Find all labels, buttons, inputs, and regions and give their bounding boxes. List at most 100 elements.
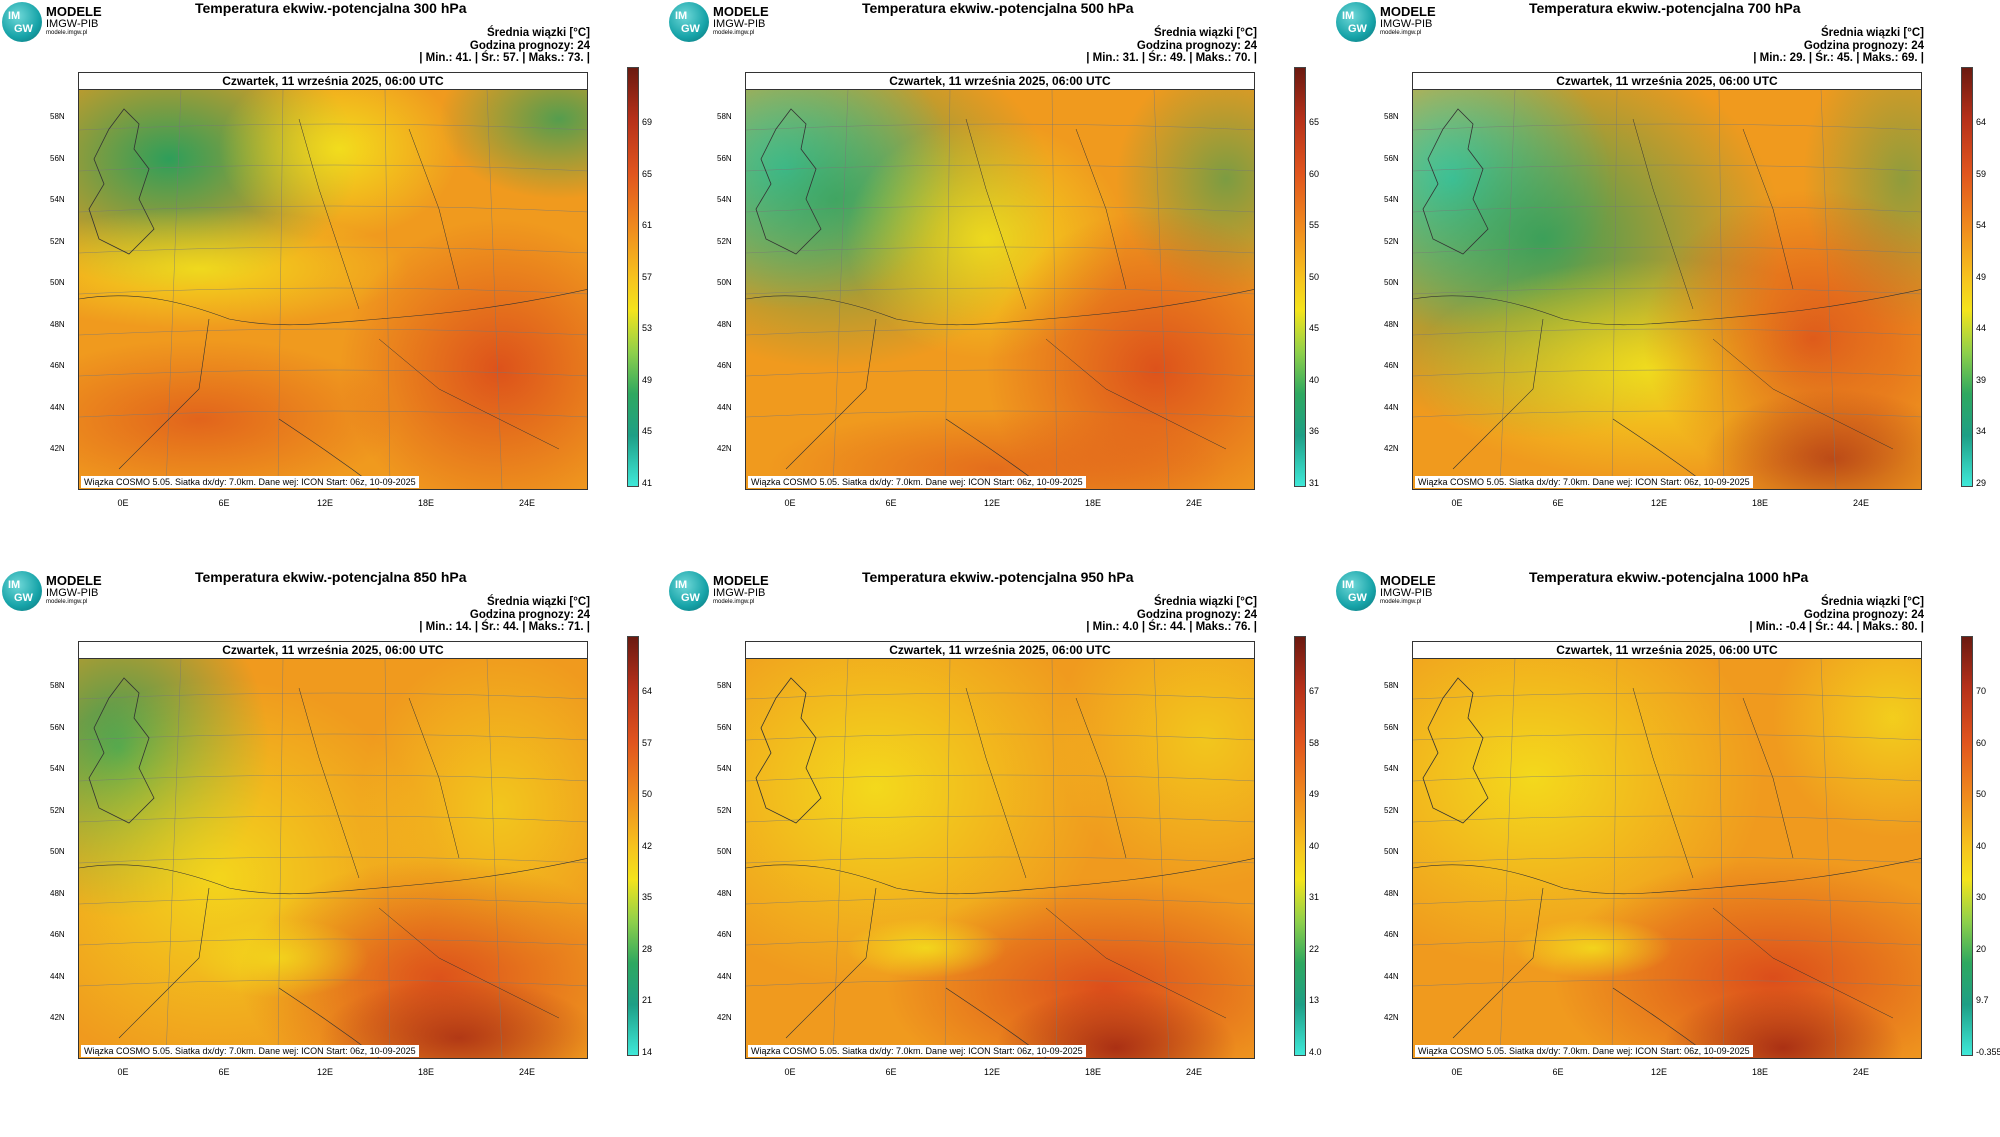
colorbar-tick-label: 65 bbox=[642, 168, 653, 179]
lat-label: 50N bbox=[1384, 278, 1399, 287]
lat-label: 42N bbox=[50, 444, 65, 453]
lon-label: 18E bbox=[1084, 1067, 1101, 1077]
lon-label: 12E bbox=[1650, 498, 1667, 508]
lon-label: 12E bbox=[1650, 1067, 1667, 1077]
lat-label: 58N bbox=[717, 112, 732, 121]
valid-date: Czwartek, 11 września 2025, 06:00 UTC bbox=[1413, 642, 1921, 659]
imgw-logo: IM GW MODELE IMGW-PIB modele.imgw.pl bbox=[2, 571, 112, 611]
lat-label: 44N bbox=[1384, 402, 1399, 412]
map-area: Czwartek, 11 września 2025, 06:00 UTC Wi… bbox=[78, 641, 588, 1059]
lat-label: 54N bbox=[50, 195, 65, 204]
colorbar-tick-label: 61 bbox=[642, 220, 653, 230]
colorbar-tick-label: 40 bbox=[1976, 840, 1987, 851]
model-footer: Wiązka COSMO 5.05. Siatka dx/dy: 7.0km. … bbox=[81, 1045, 419, 1057]
colorbar-tick-label: 22 bbox=[1309, 943, 1320, 954]
colorbar-tick-label: 53 bbox=[642, 323, 653, 333]
stats-line: | Min.: 4.0 | Śr.: 44. | Maks.: 76. | bbox=[1086, 621, 1257, 633]
imgw-logo: IM GW MODELE IMGW-PIB modele.imgw.pl bbox=[1336, 571, 1446, 611]
logo-line2: IMGW-PIB bbox=[1380, 18, 1433, 30]
lon-label: 24E bbox=[1185, 1067, 1202, 1077]
lat-label: 46N bbox=[717, 361, 732, 370]
imgw-logo: IM GW MODELE IMGW-PIB modele.imgw.pl bbox=[669, 571, 779, 611]
lat-label: 42N bbox=[50, 1013, 65, 1022]
panel-title: Temperatura ekwiw.-potencjalna 300 hPa bbox=[195, 0, 467, 16]
colorbar-tick-label: 4.0 bbox=[1309, 1046, 1322, 1057]
forecast-panel: IM GW MODELE IMGW-PIB modele.imgw.pl Temp… bbox=[1334, 0, 2000, 568]
stats-line: | Min.: 14. | Śr.: 44. | Maks.: 71. | bbox=[419, 621, 590, 633]
lat-label: 50N bbox=[717, 278, 732, 287]
model-footer: Wiązka COSMO 5.05. Siatka dx/dy: 7.0km. … bbox=[1415, 1045, 1753, 1057]
forecast-panel: IM GW MODELE IMGW-PIB modele.imgw.pl Temp… bbox=[667, 569, 1333, 1137]
imgw-logo-icon: IM GW bbox=[2, 571, 42, 611]
colorbar-tick-label: 60 bbox=[1976, 737, 1987, 748]
lat-label: 44N bbox=[50, 402, 65, 412]
lat-label: 48N bbox=[50, 319, 65, 329]
stats-box: Średnia wiązki [°C] Godzina prognozy: 24… bbox=[1086, 27, 1257, 65]
info-title: Średnia wiązki [°C] bbox=[1820, 27, 1924, 39]
panel-title: Temperatura ekwiw.-potencjalna 500 hPa bbox=[862, 0, 1134, 16]
colorbar bbox=[1961, 67, 1973, 487]
colorbar-tick-label: 35 bbox=[642, 892, 653, 902]
lat-label: 44N bbox=[717, 402, 732, 412]
stats-box: Średnia wiązki [°C] Godzina prognozy: 24… bbox=[1749, 596, 1924, 634]
lon-label: 24E bbox=[518, 1067, 535, 1077]
forecast-panel: IM GW MODELE IMGW-PIB modele.imgw.pl Temp… bbox=[0, 569, 666, 1137]
lat-label: 50N bbox=[1384, 847, 1399, 856]
logo-line3: modele.imgw.pl bbox=[713, 30, 755, 36]
temperature-field bbox=[746, 89, 1254, 489]
lon-label: 18E bbox=[1751, 1067, 1768, 1077]
lat-label: 58N bbox=[50, 112, 65, 121]
colorbar-tick-label: 30 bbox=[1976, 892, 1987, 902]
lon-label: 6E bbox=[218, 1067, 230, 1077]
info-title: Średnia wiązki [°C] bbox=[486, 596, 590, 608]
logo-line1: MODELE bbox=[1380, 4, 1436, 19]
lat-label: 48N bbox=[50, 888, 65, 898]
colorbar-tick-label: 36 bbox=[1309, 426, 1320, 436]
logo-line1: MODELE bbox=[1380, 573, 1436, 588]
lat-label: 46N bbox=[717, 930, 732, 939]
colorbar-tick-label: 29 bbox=[1976, 477, 1987, 488]
lat-label: 46N bbox=[1384, 930, 1399, 939]
colorbar-tick-label: 45 bbox=[1309, 323, 1320, 333]
lat-label: 44N bbox=[1384, 971, 1399, 981]
colorbar-tick-label: 69 bbox=[642, 117, 653, 127]
logo-line1: MODELE bbox=[713, 573, 769, 588]
stats-line: | Min.: 31. | Śr.: 49. | Maks.: 70. | bbox=[1086, 52, 1257, 64]
lat-label: 52N bbox=[1384, 805, 1399, 815]
imgw-logo: IM GW MODELE IMGW-PIB modele.imgw.pl bbox=[2, 2, 112, 42]
lon-label: 18E bbox=[1084, 498, 1101, 508]
stats-line: | Min.: 29. | Śr.: 45. | Maks.: 69. | bbox=[1753, 52, 1924, 64]
forecast-panel: IM GW MODELE IMGW-PIB modele.imgw.pl Temp… bbox=[667, 0, 1333, 568]
lon-label: 12E bbox=[316, 498, 333, 508]
stats-line: | Min.: -0.4 | Śr.: 44. | Maks.: 80. | bbox=[1749, 621, 1924, 633]
lat-label: 50N bbox=[50, 847, 65, 856]
lat-label: 46N bbox=[50, 930, 65, 939]
logo-line2: IMGW-PIB bbox=[713, 18, 766, 30]
colorbar-tick-label: 59 bbox=[1976, 168, 1987, 179]
colorbar-tick-label: 49 bbox=[1309, 789, 1320, 799]
lat-label: 56N bbox=[50, 153, 65, 163]
lon-label: 12E bbox=[983, 1067, 1000, 1077]
colorbar-tick-label: 70 bbox=[1976, 686, 1987, 696]
colorbar-tick-label: 13 bbox=[1309, 995, 1320, 1005]
info-title: Średnia wiązki [°C] bbox=[1153, 596, 1257, 608]
logo-line1: MODELE bbox=[46, 573, 102, 588]
colorbar-tick-label: 40 bbox=[1309, 840, 1320, 851]
colorbar-tick-label: 58 bbox=[1309, 737, 1320, 748]
colorbar-tick-label: 21 bbox=[642, 995, 653, 1005]
lat-label: 42N bbox=[1384, 444, 1399, 453]
lat-label: 48N bbox=[717, 888, 732, 898]
lat-label: 52N bbox=[717, 805, 732, 815]
forecast-hour: Godzina prognozy: 24 bbox=[1803, 608, 1924, 621]
lon-label: 12E bbox=[316, 1067, 333, 1077]
lat-label: 58N bbox=[1384, 681, 1399, 690]
map-area: Czwartek, 11 września 2025, 06:00 UTC Wi… bbox=[745, 72, 1255, 490]
logo-line2: IMGW-PIB bbox=[713, 587, 766, 599]
lat-label: 52N bbox=[1384, 236, 1399, 246]
temperature-field bbox=[79, 658, 587, 1058]
lon-label: 18E bbox=[417, 498, 434, 508]
map-area: Czwartek, 11 września 2025, 06:00 UTC Wi… bbox=[78, 72, 588, 490]
colorbar bbox=[627, 636, 639, 1056]
lon-label: 24E bbox=[518, 498, 535, 508]
lon-label: 18E bbox=[417, 1067, 434, 1077]
